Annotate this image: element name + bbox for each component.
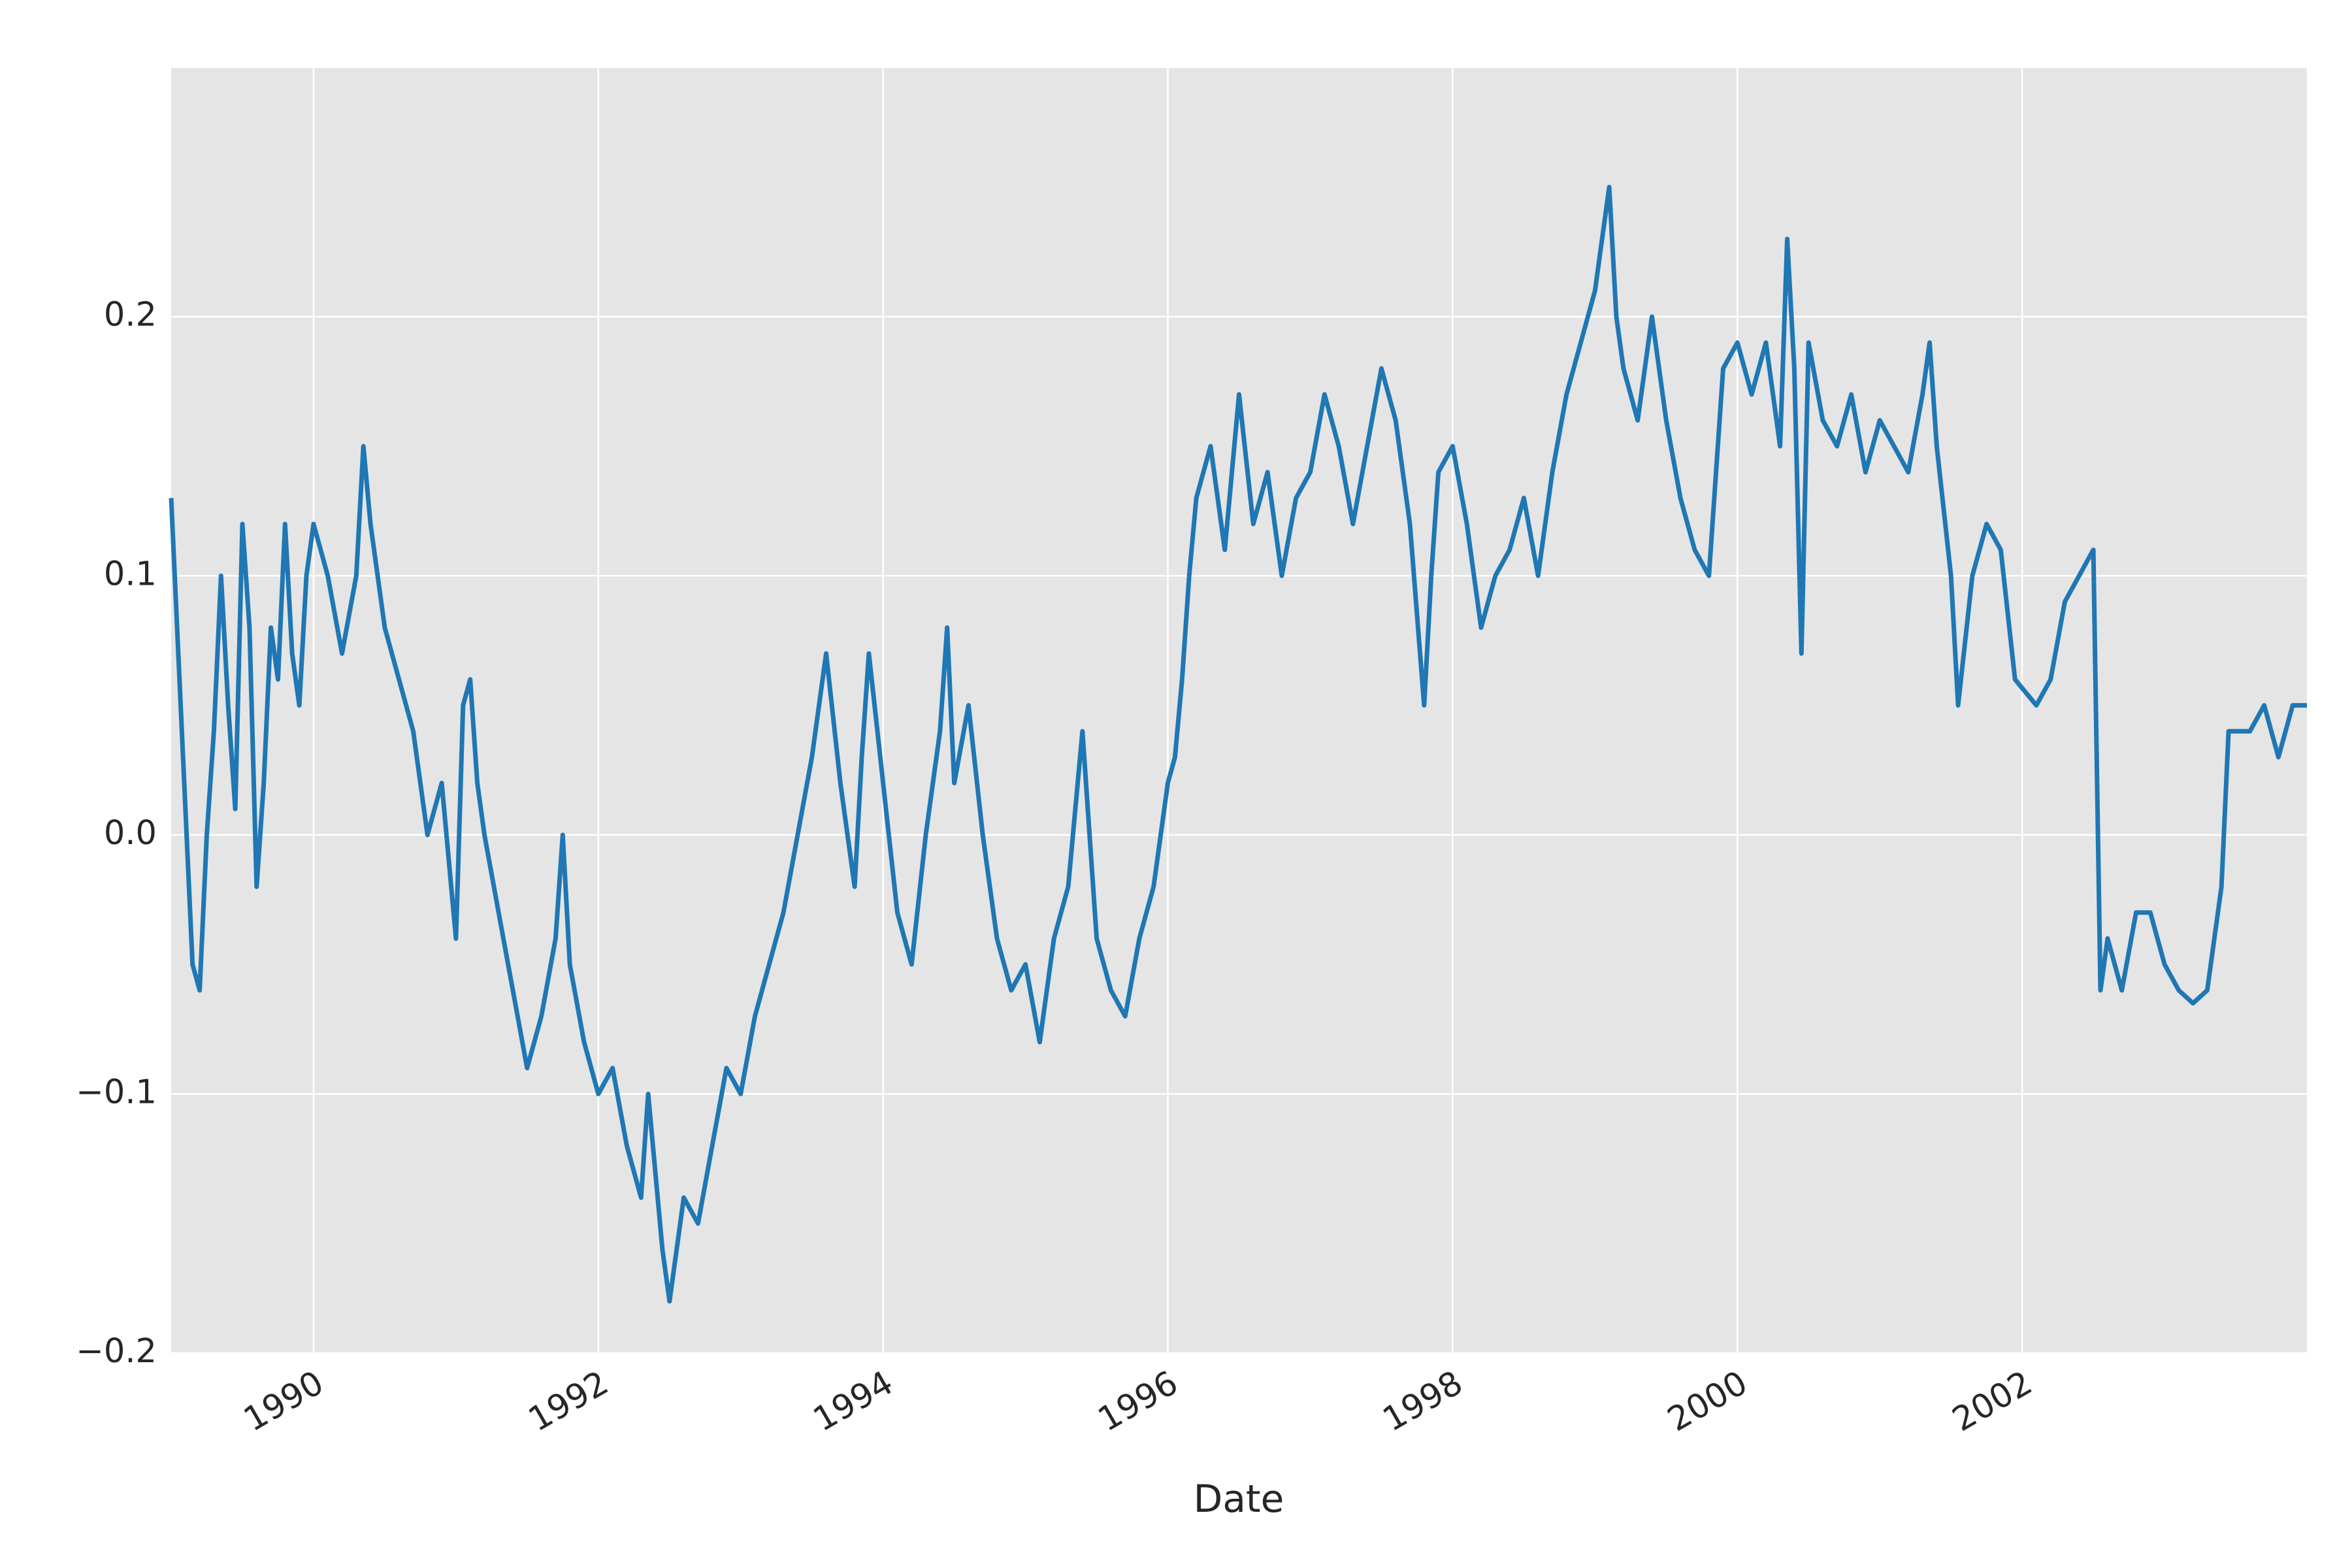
y-tick-label: 0.1 [104, 555, 157, 593]
x-axis-label: Date [1194, 1477, 1284, 1521]
data-line [169, 184, 2307, 1304]
x-tick-label: 1990 [238, 1364, 331, 1439]
y-tick-label: 0.2 [104, 296, 157, 335]
plot-area [171, 68, 2307, 1353]
y-tick-label: 0.0 [104, 814, 157, 853]
x-tick-label: 1996 [1092, 1364, 1184, 1439]
x-tick-label: 1992 [522, 1364, 615, 1439]
x-tick-label: 1998 [1377, 1364, 1469, 1439]
y-tick-label: −0.2 [76, 1332, 157, 1371]
x-tick-label: 2002 [1946, 1364, 2039, 1439]
x-tick-label: 1994 [807, 1364, 900, 1439]
y-tick-label: −0.1 [76, 1073, 157, 1111]
x-tick-label: 2000 [1661, 1364, 1754, 1439]
